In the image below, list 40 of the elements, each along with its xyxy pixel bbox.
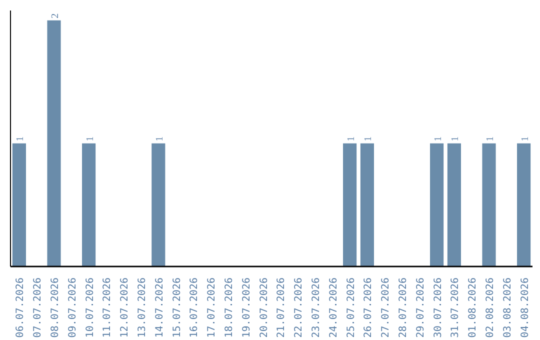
x-tick-label: 27.07.2026 [380,277,392,338]
x-tick-label: 06.07.2026 [15,277,26,338]
x-tick-label: 14.07.2026 [154,277,166,338]
x-tick-label: 07.07.2026 [32,277,44,338]
x-tick-label: 17.07.2026 [206,277,218,338]
x-tick-label: 15.07.2026 [172,277,183,338]
x-tick-label: 23.07.2026 [311,277,322,338]
x-tick-label: 02.08.2026 [485,277,496,338]
data-label: 1 [450,136,462,142]
data-label: 1 [432,136,444,142]
x-tick-label: 19.07.2026 [241,277,252,338]
data-label: 1 [346,136,357,142]
x-tick-label: 29.07.2026 [415,277,426,338]
x-tick-label: 31.07.2026 [450,277,462,338]
data-label: 1 [15,136,26,142]
x-tick-label: 30.07.2026 [432,277,444,338]
x-tick-label: 04.08.2026 [520,277,531,338]
x-tick-label: 28.07.2026 [398,277,409,338]
data-label: 1 [154,136,166,142]
data-label: 1 [363,136,374,142]
x-tick-label: 18.07.2026 [224,277,235,338]
x-tick-label: 01.08.2026 [468,277,479,338]
data-label: 1 [84,136,96,142]
data-label: 2 [50,13,61,18]
x-tick-label: 08.07.2026 [50,277,61,338]
x-tick-label: 16.07.2026 [189,277,200,338]
data-label: 1 [520,136,531,142]
x-tick-label: 21.07.2026 [276,277,288,338]
x-tick-label: 11.07.2026 [102,277,114,338]
x-tick-label: 26.07.2026 [363,277,374,338]
x-tick-label: 09.07.2026 [67,277,78,338]
x-tick-label: 03.08.2026 [502,277,514,338]
x-tick-label: 22.07.2026 [294,277,305,338]
x-tick-label: 12.07.2026 [120,277,131,338]
x-tick-label: 20.07.2026 [258,277,270,338]
x-tick-label: 13.07.2026 [137,277,148,338]
x-tick-label: 10.07.2026 [84,277,96,338]
x-tick-label: 24.07.2026 [328,277,340,338]
data-label: 1 [485,136,496,142]
x-tick-label: 25.07.2026 [346,277,357,338]
